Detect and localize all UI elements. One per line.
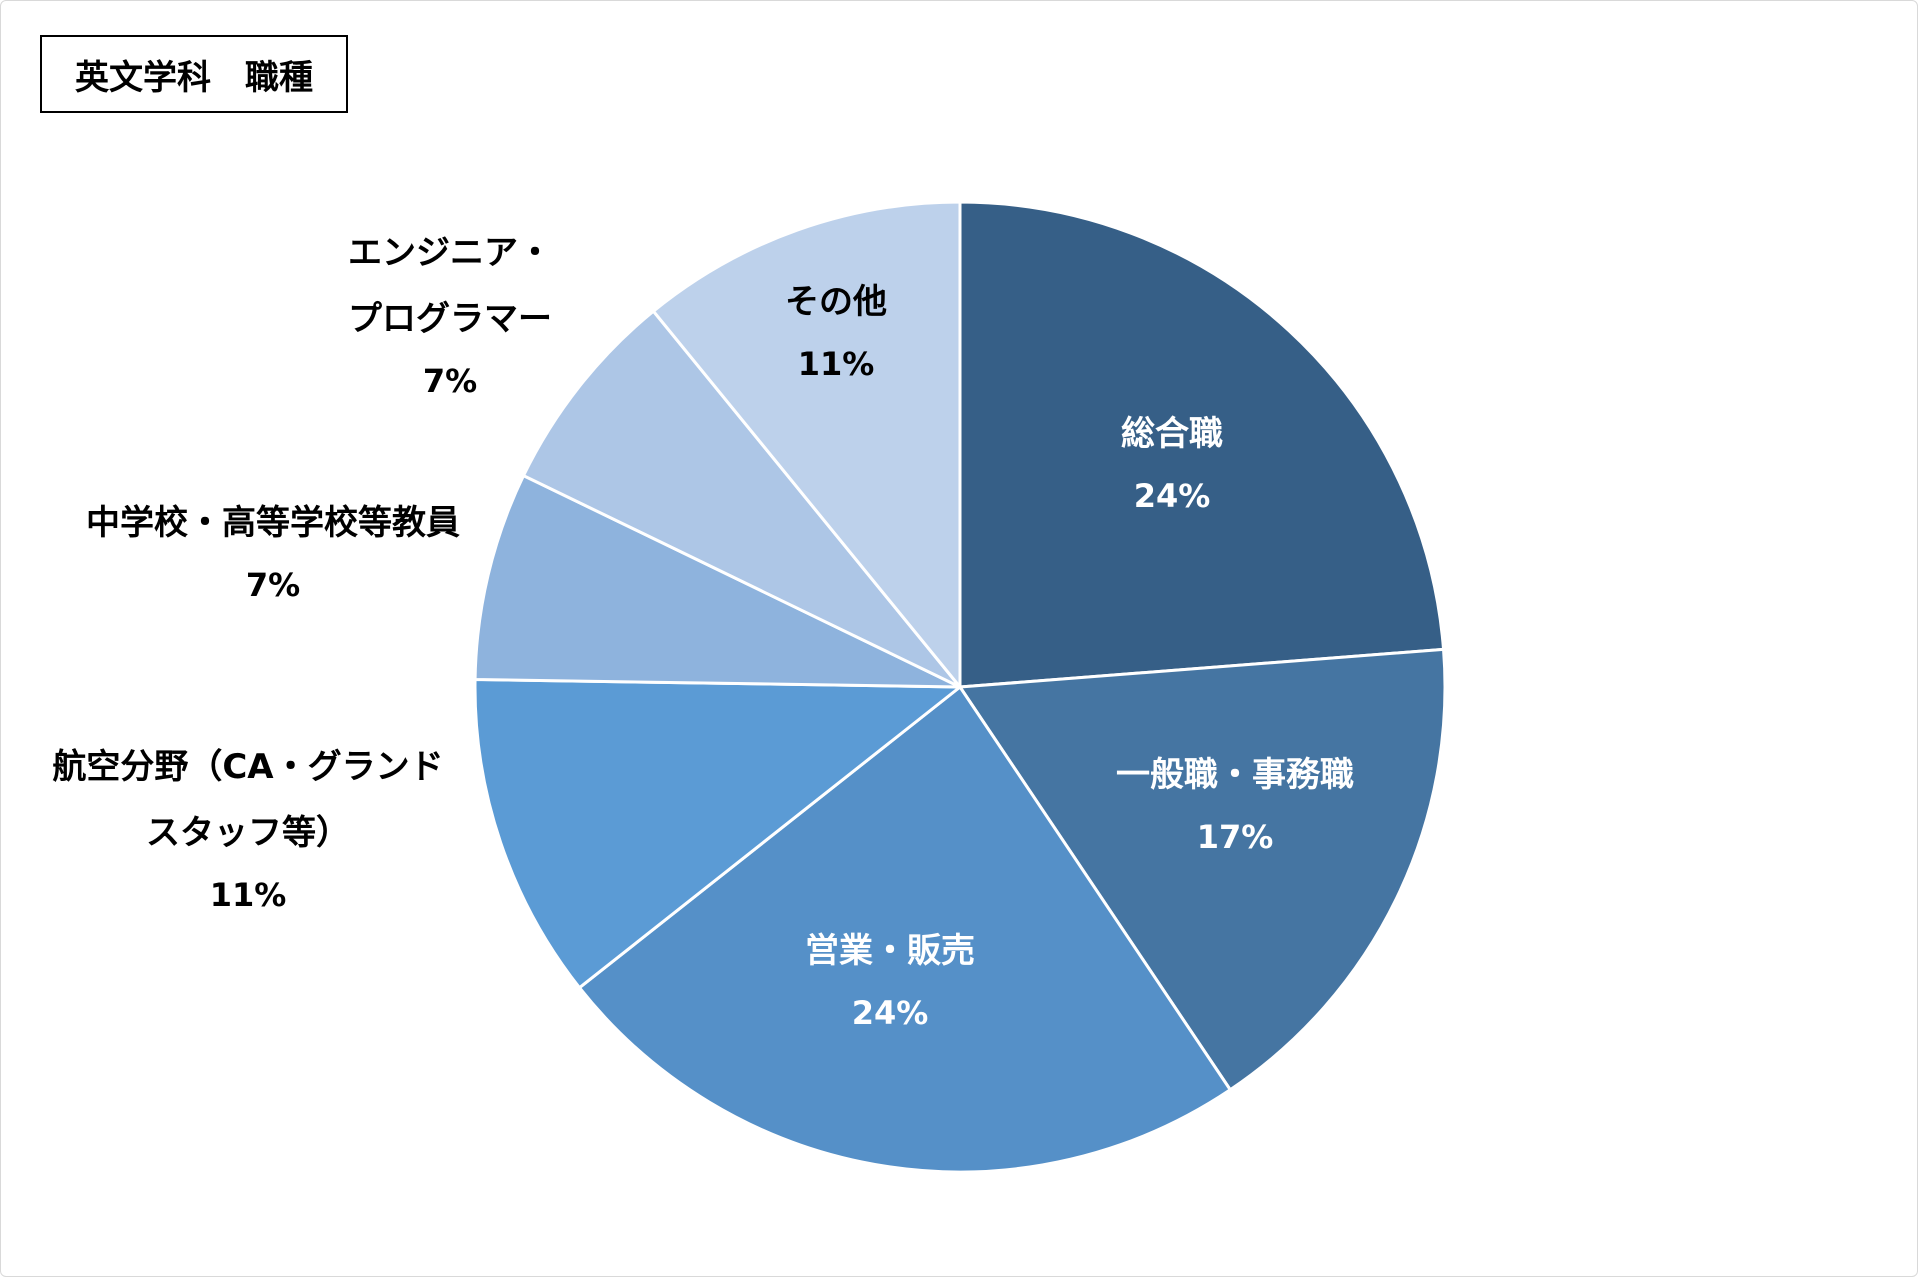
slice-label-group-3: 営業・販売 24% [805, 931, 975, 1032]
pie-slices [473, 200, 1447, 1174]
slice-label-group-1: 総合職 24% [1121, 414, 1223, 515]
slice-label-group-4: 航空分野（CA・グランドスタッフ等） 11% [52, 747, 443, 914]
slice-value-label-2: 17% [1197, 818, 1274, 856]
pie-slice-1 [958, 200, 1446, 689]
slice-name-label-3: 営業・販売 [805, 931, 975, 971]
slice-value-label-3: 24% [852, 994, 929, 1032]
slice-value-label-1: 24% [1134, 477, 1211, 515]
slice-name-label-2: 一般職・事務職 [1116, 755, 1354, 795]
pie-slice-2 [957, 647, 1447, 1092]
slice-value-label-4: 11% [210, 876, 287, 914]
pie-slice-4 [473, 677, 965, 990]
slice-name-label-1: 総合職 [1121, 414, 1223, 454]
pie-slice-5 [473, 473, 961, 689]
slice-name-label-4: 航空分野（CA・グランドスタッフ等） [52, 747, 443, 853]
slice-name-label-5: 中学校・高等学校等教員 [86, 503, 460, 543]
pie-slice-6 [521, 309, 962, 689]
slice-value-label-6: 7% [423, 362, 477, 400]
chart-title: 英文学科 職種 [40, 35, 348, 113]
pie-slice-3 [577, 684, 1233, 1174]
slice-label-group-2: 一般職・事務職 17% [1116, 755, 1354, 856]
slice-value-label-5: 7% [246, 566, 300, 604]
slice-name-label-7: その他 [785, 282, 887, 322]
slice-value-label-7: 11% [798, 345, 875, 383]
pie-slice-7 [651, 200, 962, 692]
slice-label-group-7: その他 11% [785, 282, 887, 383]
slice-name-label-6: エンジニア・プログラマー [348, 233, 552, 339]
slice-label-group-6: エンジニア・プログラマー 7% [348, 233, 552, 400]
pie-labels: 総合職 24% 一般職・事務職 17% 営業・販売 24% 航空分野（CA・グランドスタッフ… [52, 233, 1354, 1032]
slice-label-group-5: 中学校・高等学校等教員 7% [86, 503, 460, 604]
